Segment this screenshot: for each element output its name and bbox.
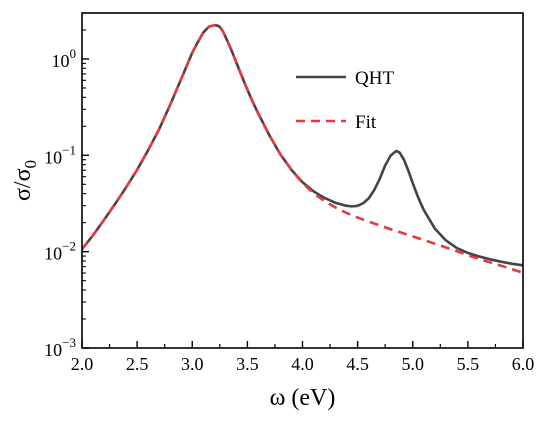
x-tick-label: 2.0	[71, 354, 94, 374]
y-tick-base: 10	[52, 51, 70, 71]
legend-label-fit: Fit	[355, 112, 377, 133]
y-tick-base: 10	[44, 340, 62, 360]
y-tick-base: 10	[44, 244, 62, 264]
y-tick-exponent: −2	[62, 239, 76, 254]
y-axis-title: σ/σ0	[10, 160, 40, 201]
y-axis-title-subscript: 0	[21, 160, 40, 169]
y-tick-label: 10−3	[44, 335, 76, 360]
y-tick-label: 10−2	[44, 239, 76, 264]
y-axis-title-main: σ/σ	[10, 168, 36, 201]
x-tick-label: 3.5	[236, 354, 259, 374]
x-tick-label: 4.0	[291, 354, 314, 374]
x-tick-label: 5.5	[457, 354, 480, 374]
ticks-layer: 2.0 2.5 3.0 3.5 4.0 4.5 5.0 5.5 6.010−310−210−11…	[44, 12, 535, 374]
y-tick-exponent: −3	[62, 335, 76, 350]
x-tick-label: 5.0	[402, 354, 425, 374]
y-tick-exponent: −1	[62, 142, 76, 157]
x-tick-label: 4.5	[346, 354, 369, 374]
y-tick-exponent: 0	[70, 46, 77, 61]
series-line-fit	[80, 23, 524, 274]
series-line-qht	[80, 23, 524, 267]
y-tick-label: 100	[52, 46, 77, 71]
y-tick-base: 10	[44, 147, 62, 167]
x-tick-label: 6.0	[512, 354, 535, 374]
x-tick-label: 2.5	[126, 354, 149, 374]
x-axis-title: ω (eV)	[270, 385, 336, 411]
x-tick-label: 3.0	[181, 354, 204, 374]
legend-label-qht: QHT	[355, 68, 394, 89]
y-tick-label: 10−1	[44, 142, 76, 167]
plot-frame	[81, 12, 524, 349]
legend: QHT Fit	[296, 68, 394, 133]
series-layer	[80, 23, 524, 274]
